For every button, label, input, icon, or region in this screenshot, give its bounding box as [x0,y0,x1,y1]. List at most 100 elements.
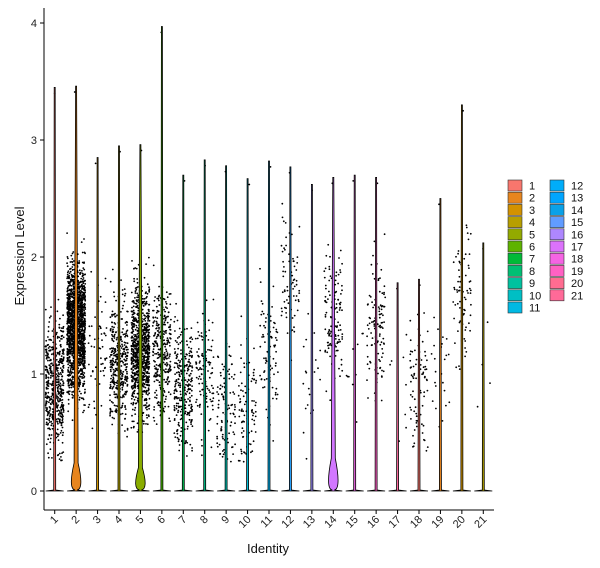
data-point [51,417,54,420]
data-point [209,398,212,401]
data-point [122,328,124,330]
data-point [261,310,264,313]
data-point [373,325,376,327]
data-point [464,347,466,349]
data-point [66,311,69,313]
data-point [486,321,489,324]
data-point [467,292,469,294]
data-point [339,329,342,331]
data-point [243,403,246,406]
data-point [240,382,243,385]
data-point [191,447,194,449]
data-point [55,402,58,404]
data-point [124,363,127,365]
data-point [174,384,177,386]
data-point [69,378,72,381]
data-point [120,347,123,349]
x-tick-label: 4 [112,514,125,527]
data-point [190,423,193,425]
data-point [328,279,331,282]
data-point [123,344,126,346]
data-point [368,322,371,325]
data-point [381,369,383,372]
data-point [72,347,74,349]
data-point [130,322,133,324]
data-point [371,337,374,339]
data-point [45,374,48,377]
violin-7 [174,174,193,492]
data-point [69,278,72,281]
data-point [164,310,167,313]
data-point [199,393,202,396]
y-tick-label: 3 [31,135,37,147]
data-point [272,440,275,442]
violin-14 [324,177,343,492]
data-point [59,372,62,374]
data-point [69,370,72,373]
data-point [158,384,161,387]
data-point [464,340,467,342]
data-point [145,406,148,409]
data-point [83,309,85,312]
data-point [78,317,80,319]
data-point [84,283,87,285]
data-point [78,390,81,393]
data-point [157,368,159,371]
data-point [178,438,180,441]
data-point [216,445,219,448]
data-point [109,356,111,358]
data-point [457,330,459,332]
data-point [109,394,111,396]
data-point [164,306,167,308]
data-point [144,398,146,401]
data-point [134,267,137,269]
data-point [237,394,240,397]
data-point [465,226,468,229]
y-tick-label: 2 [31,252,37,264]
data-point [211,404,214,407]
data-point [377,372,379,375]
data-point [71,340,74,343]
data-point [69,297,71,300]
data-point [175,390,178,393]
data-point [165,302,168,305]
x-tick-label: 12 [279,514,296,531]
data-point [200,439,203,441]
data-point [59,350,61,353]
data-point [67,410,70,413]
data-point [168,367,171,370]
data-point [68,289,70,292]
data-point [327,347,330,350]
data-point [121,375,124,377]
data-point [284,222,287,224]
data-point [124,382,127,384]
data-point [379,333,381,335]
data-point [113,291,115,294]
data-point [177,359,180,362]
data-point [296,262,299,264]
data-point [124,413,127,416]
data-point [274,391,277,394]
data-point [144,320,147,322]
data-point [61,399,64,401]
data-point [91,427,94,430]
data-point [176,319,179,322]
data-point [61,452,63,454]
data-point [155,320,158,323]
data-point [60,395,63,398]
data-point [366,379,368,381]
data-point [287,302,290,305]
data-point [228,368,231,371]
data-point [47,379,50,382]
data-point [168,326,170,329]
data-point [190,394,193,397]
data-point [125,334,127,337]
legend-label-3: 3 [529,205,535,217]
data-point [46,370,49,373]
data-point [70,344,73,346]
data-point [201,388,204,391]
data-point [95,366,97,369]
data-point [69,311,71,314]
legend-swatch-2 [507,191,523,204]
data-point [263,378,266,381]
